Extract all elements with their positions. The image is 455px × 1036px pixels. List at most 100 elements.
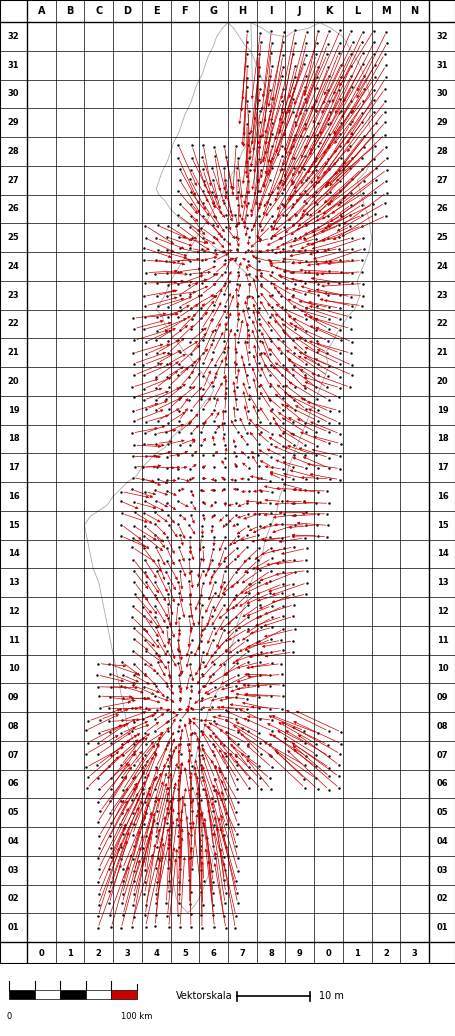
Text: 7: 7 bbox=[239, 949, 245, 957]
Text: M: M bbox=[380, 6, 390, 16]
Text: D: D bbox=[123, 6, 131, 16]
Text: 13: 13 bbox=[8, 578, 19, 587]
Text: 26: 26 bbox=[8, 204, 19, 213]
Text: 0: 0 bbox=[325, 949, 331, 957]
Text: 10 m: 10 m bbox=[318, 991, 344, 1002]
Text: 2: 2 bbox=[96, 949, 101, 957]
Text: F: F bbox=[181, 6, 188, 16]
Bar bbox=[9, 990, 35, 999]
Bar bbox=[111, 990, 136, 999]
Text: 16: 16 bbox=[8, 492, 19, 500]
Text: 19: 19 bbox=[8, 406, 19, 414]
Text: 25: 25 bbox=[436, 233, 447, 242]
Text: 29: 29 bbox=[8, 118, 19, 127]
Text: 1: 1 bbox=[354, 949, 359, 957]
Text: 30: 30 bbox=[8, 89, 19, 98]
Text: 31: 31 bbox=[8, 61, 19, 69]
Text: 05: 05 bbox=[8, 808, 19, 817]
Text: B: B bbox=[66, 6, 74, 16]
Text: 07: 07 bbox=[436, 751, 447, 759]
Text: 100 km: 100 km bbox=[121, 1011, 152, 1020]
Text: C: C bbox=[95, 6, 102, 16]
Text: 03: 03 bbox=[436, 866, 447, 874]
Text: K: K bbox=[324, 6, 332, 16]
Text: 04: 04 bbox=[8, 837, 19, 845]
Text: 22: 22 bbox=[436, 319, 447, 328]
Text: 27: 27 bbox=[8, 176, 19, 184]
Text: N: N bbox=[410, 6, 418, 16]
Text: 18: 18 bbox=[436, 434, 447, 443]
Text: J: J bbox=[298, 6, 301, 16]
Text: 21: 21 bbox=[436, 348, 447, 357]
Bar bbox=[35, 990, 60, 999]
Text: 08: 08 bbox=[436, 722, 447, 730]
Text: 21: 21 bbox=[8, 348, 19, 357]
Text: 23: 23 bbox=[436, 291, 447, 299]
Text: 25: 25 bbox=[8, 233, 19, 242]
Text: 05: 05 bbox=[436, 808, 447, 817]
Text: 07: 07 bbox=[8, 751, 19, 759]
Text: 12: 12 bbox=[436, 607, 447, 615]
Bar bbox=[60, 990, 86, 999]
Text: 30: 30 bbox=[436, 89, 447, 98]
Text: 17: 17 bbox=[436, 463, 447, 472]
Text: G: G bbox=[209, 6, 217, 16]
Text: 28: 28 bbox=[436, 147, 447, 155]
Text: 12: 12 bbox=[8, 607, 19, 615]
Text: 19: 19 bbox=[436, 406, 447, 414]
Text: 5: 5 bbox=[182, 949, 187, 957]
Bar bbox=[86, 990, 111, 999]
Text: 18: 18 bbox=[8, 434, 19, 443]
Text: 9: 9 bbox=[296, 949, 302, 957]
Text: 11: 11 bbox=[436, 636, 447, 644]
Text: 28: 28 bbox=[8, 147, 19, 155]
Text: 02: 02 bbox=[436, 894, 447, 903]
Text: L: L bbox=[354, 6, 359, 16]
Text: 06: 06 bbox=[436, 779, 447, 788]
Text: 01: 01 bbox=[436, 923, 447, 932]
Text: E: E bbox=[152, 6, 159, 16]
Text: 1: 1 bbox=[67, 949, 73, 957]
Text: 17: 17 bbox=[8, 463, 19, 472]
Text: 32: 32 bbox=[8, 32, 19, 40]
Text: 01: 01 bbox=[8, 923, 19, 932]
Text: 10: 10 bbox=[8, 664, 19, 673]
Text: 16: 16 bbox=[436, 492, 447, 500]
Text: 0: 0 bbox=[6, 1011, 12, 1020]
Text: 24: 24 bbox=[436, 262, 447, 270]
Text: 3: 3 bbox=[411, 949, 417, 957]
Text: 4: 4 bbox=[153, 949, 159, 957]
Text: H: H bbox=[238, 6, 246, 16]
Text: A: A bbox=[37, 6, 45, 16]
Text: 27: 27 bbox=[436, 176, 447, 184]
Text: 26: 26 bbox=[436, 204, 447, 213]
Text: 15: 15 bbox=[436, 521, 447, 529]
Text: 6: 6 bbox=[210, 949, 216, 957]
Text: 0: 0 bbox=[38, 949, 44, 957]
Text: 11: 11 bbox=[8, 636, 19, 644]
Text: 09: 09 bbox=[436, 693, 447, 702]
Text: 3: 3 bbox=[124, 949, 130, 957]
Text: 20: 20 bbox=[436, 377, 447, 385]
Text: I: I bbox=[269, 6, 272, 16]
Text: 8: 8 bbox=[268, 949, 273, 957]
Text: 29: 29 bbox=[436, 118, 447, 127]
Text: 10: 10 bbox=[436, 664, 447, 673]
Text: 20: 20 bbox=[8, 377, 19, 385]
Text: 24: 24 bbox=[8, 262, 19, 270]
Text: 15: 15 bbox=[8, 521, 19, 529]
Text: 04: 04 bbox=[436, 837, 447, 845]
Text: 02: 02 bbox=[8, 894, 19, 903]
Text: 22: 22 bbox=[8, 319, 19, 328]
Text: 14: 14 bbox=[8, 549, 19, 558]
Text: 14: 14 bbox=[436, 549, 447, 558]
Text: 32: 32 bbox=[436, 32, 447, 40]
Text: 06: 06 bbox=[8, 779, 19, 788]
Text: 2: 2 bbox=[382, 949, 388, 957]
Text: 09: 09 bbox=[8, 693, 19, 702]
Text: Vektorskala: Vektorskala bbox=[176, 991, 232, 1002]
Text: 23: 23 bbox=[8, 291, 19, 299]
Text: 03: 03 bbox=[8, 866, 19, 874]
Text: 31: 31 bbox=[436, 61, 447, 69]
Text: 08: 08 bbox=[8, 722, 19, 730]
